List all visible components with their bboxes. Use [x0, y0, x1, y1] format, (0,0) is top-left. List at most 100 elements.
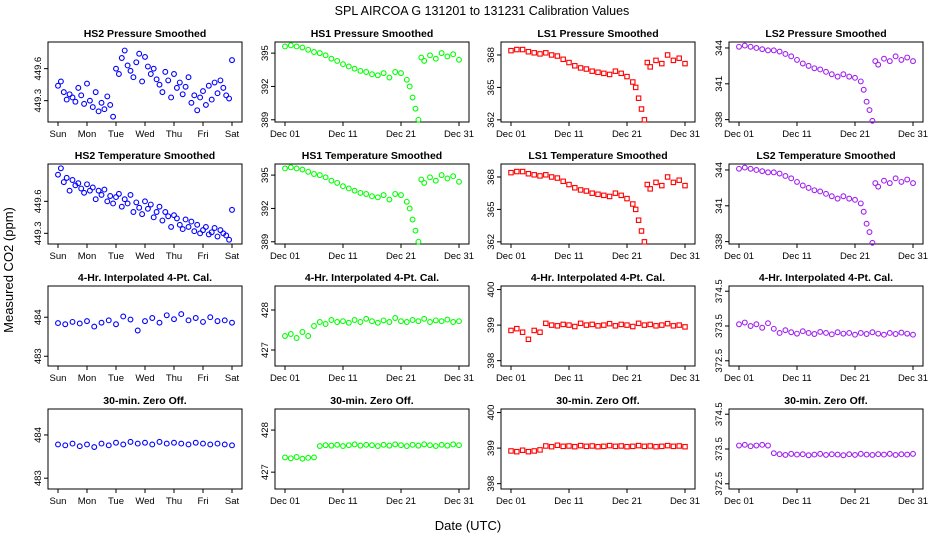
data-point [226, 236, 233, 243]
panel-frame [500, 285, 696, 367]
data-point [127, 191, 134, 198]
x-tick-label: Dec 21 [386, 496, 416, 507]
x-tick-label: Mon [78, 373, 96, 384]
data-point [776, 48, 783, 55]
data-point [351, 317, 358, 323]
panel-r3c3: 4-Hr. Interpolated 4-Pt. Cal. Dec 01 Dec 1… [486, 272, 700, 384]
data-point [659, 60, 665, 67]
data-point [363, 191, 370, 197]
y-tick-label: 392 [260, 201, 271, 217]
data-point [438, 172, 445, 179]
x-tick-label: Dec 11 [328, 373, 357, 384]
data-point [753, 45, 760, 51]
panel-r1c3: LS1 Pressure Smoothed Dec 01 Dec 11 Dec 21 D… [486, 28, 700, 140]
data-point [676, 443, 682, 449]
data-point [340, 318, 346, 325]
data-point [618, 70, 624, 77]
data-point [134, 440, 141, 447]
data-point [55, 441, 61, 448]
data-point [659, 443, 665, 450]
panel-frame [500, 163, 696, 245]
x-tick-label: Tue [108, 129, 124, 140]
data-point [632, 206, 639, 213]
panel-title: LS1 Pressure Smoothed [537, 28, 658, 40]
x-tick-label: Dec 01 [724, 251, 754, 262]
data-point [334, 179, 341, 186]
data-point [345, 63, 352, 70]
data-point [872, 180, 879, 187]
data-point [817, 450, 824, 457]
data-point [311, 49, 317, 55]
data-point [403, 76, 410, 83]
data-point [334, 441, 341, 448]
data-point [606, 193, 613, 200]
data-points [55, 165, 235, 243]
data-point [427, 442, 433, 449]
y-tick-label: 374.5 [714, 402, 725, 426]
x-tick-label: Dec 21 [612, 496, 642, 507]
data-point [207, 441, 214, 448]
data-point [676, 322, 682, 328]
data-point [805, 452, 812, 459]
panel-r2c3: LS1 Temperature Smoothed Dec 01 Dec 11 Dec … [486, 150, 700, 262]
data-point [191, 92, 198, 99]
data-point [857, 200, 864, 207]
data-points [736, 441, 916, 459]
data-point [508, 47, 514, 54]
data-point [554, 175, 561, 181]
data-point [747, 165, 754, 172]
data-point [776, 451, 783, 458]
data-point [316, 50, 323, 57]
data-point [84, 441, 90, 448]
data-point [892, 175, 899, 182]
y-tick-label: 344 [714, 162, 725, 178]
data-point [351, 65, 358, 72]
data-point [525, 336, 532, 343]
data-point [840, 330, 847, 337]
data-point [345, 319, 352, 326]
panel-r2c1: HS2 Temperature Smoothed Sun Mon Tue Wed Thu F… [33, 150, 243, 262]
data-point [185, 74, 192, 81]
data-point [220, 84, 227, 91]
x-tick-label: Sat [225, 373, 240, 384]
x-tick-label: Thu [166, 129, 182, 140]
figure-title: SPL AIRCOA G 131201 to 131231 Calibratio… [335, 4, 630, 18]
data-point [124, 62, 131, 69]
data-point [566, 322, 572, 328]
data-point [788, 450, 795, 457]
data-point [86, 187, 93, 194]
data-points [736, 164, 916, 246]
data-point [759, 168, 766, 175]
data-point [846, 451, 853, 458]
y-tick-label: 427 [260, 342, 271, 358]
data-point [171, 439, 177, 446]
data-point [886, 450, 893, 457]
data-point [380, 441, 387, 448]
data-point [456, 178, 462, 185]
x-tick-label: Dec 11 [782, 251, 811, 262]
data-point [357, 319, 364, 325]
x-tick-label: Dec 11 [554, 373, 583, 384]
data-point [875, 183, 882, 190]
data-point [514, 46, 520, 53]
data-point [182, 83, 189, 90]
data-point [794, 451, 800, 458]
data-point [69, 318, 76, 325]
data-point [444, 442, 451, 449]
data-point [153, 76, 160, 83]
data-point [105, 442, 112, 449]
data-point [293, 454, 300, 460]
data-point [136, 204, 143, 211]
data-point [892, 53, 899, 60]
data-point [438, 50, 445, 57]
data-point [357, 189, 364, 196]
data-point [886, 58, 893, 65]
x-tick-label: Dec 21 [386, 129, 416, 140]
data-points [508, 168, 688, 245]
data-point [525, 48, 532, 55]
data-point [736, 43, 742, 50]
data-point [406, 83, 413, 90]
x-tick-label: Dec 11 [328, 129, 357, 140]
data-point [736, 165, 742, 172]
data-point [86, 97, 93, 104]
